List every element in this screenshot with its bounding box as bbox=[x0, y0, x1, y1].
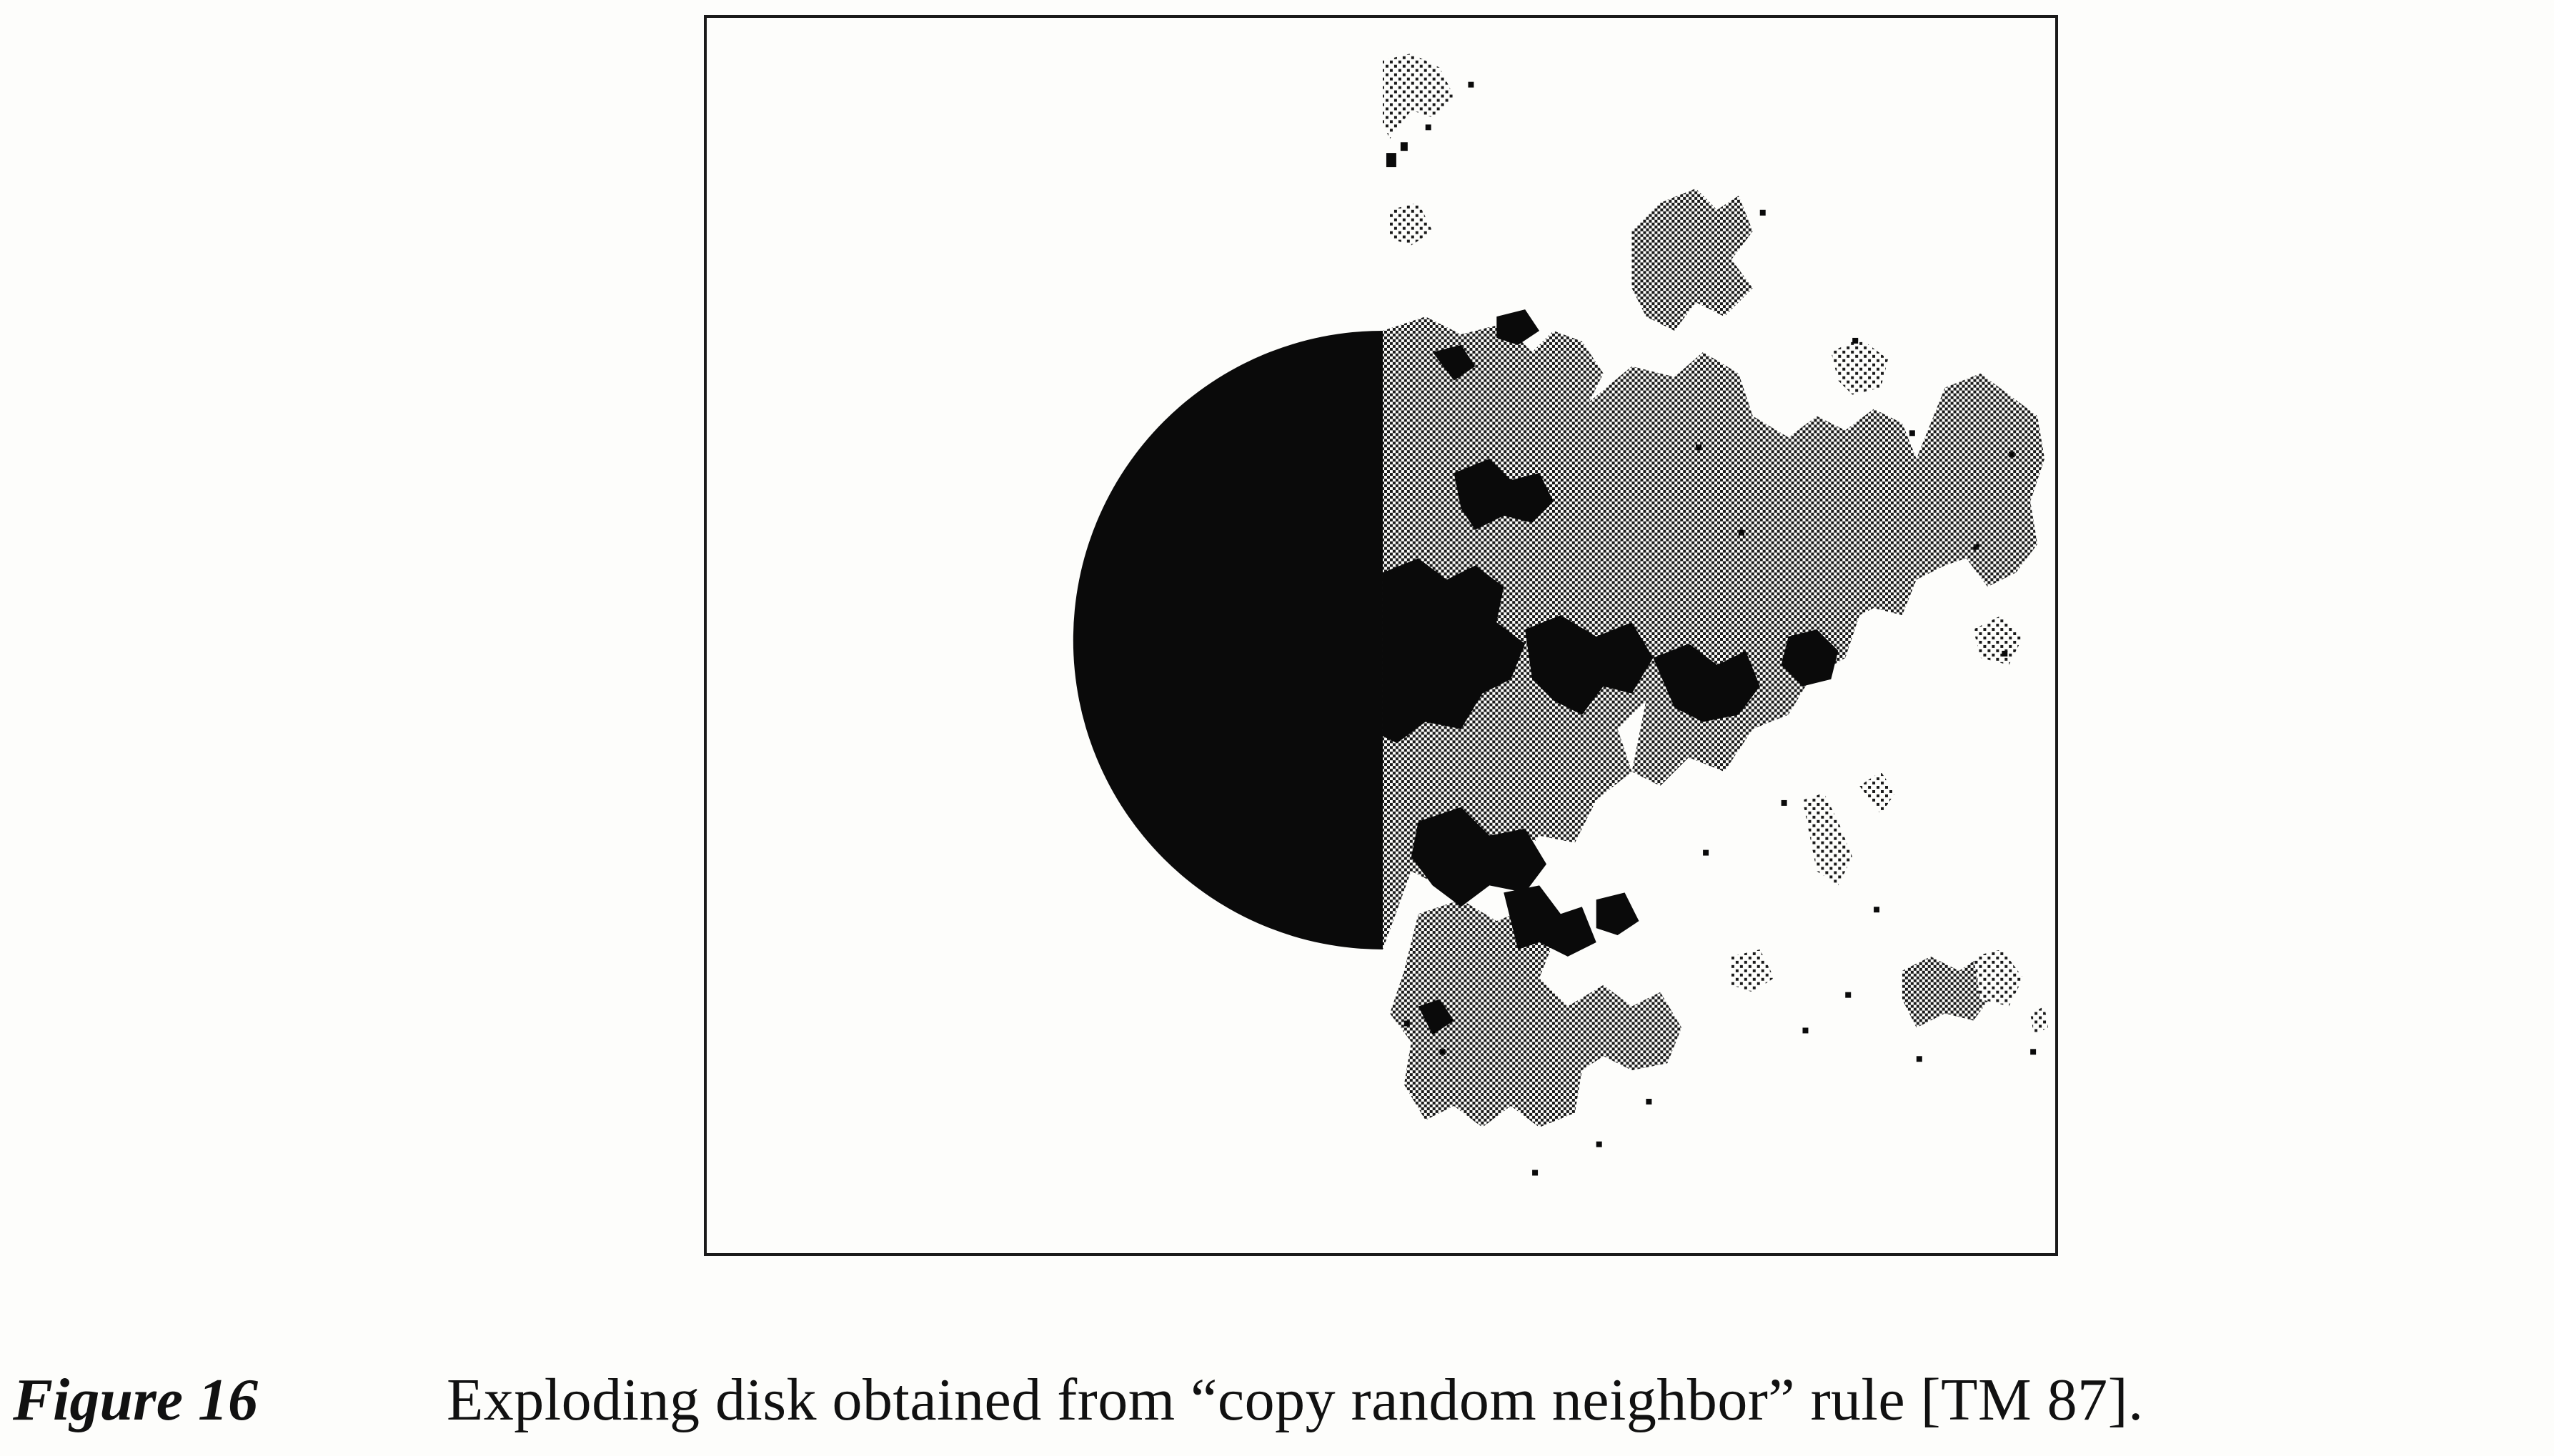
scattered-pixels bbox=[1386, 81, 2037, 1176]
figure-image-frame bbox=[704, 15, 2058, 1256]
cellular-automaton-image bbox=[1073, 53, 2049, 1176]
figure-caption: Figure 16 Exploding disk obtained from “… bbox=[0, 1361, 2554, 1440]
figure-label: Figure 16 bbox=[13, 1367, 259, 1433]
scattered-fragments bbox=[1382, 53, 2049, 1035]
figure-caption-text: Exploding disk obtained from “copy rando… bbox=[447, 1367, 2144, 1433]
exploded-region-black bbox=[1382, 309, 1839, 1035]
exploded-region-gray bbox=[1382, 188, 2045, 1127]
solid-half-disk bbox=[1073, 331, 1383, 949]
